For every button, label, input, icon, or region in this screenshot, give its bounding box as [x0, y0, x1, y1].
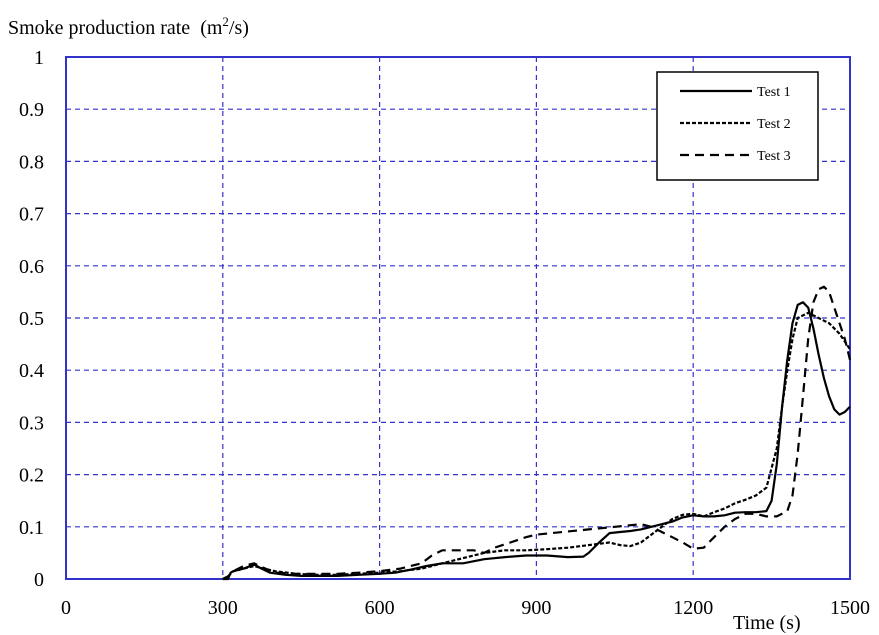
y-tick-label: 0.5: [19, 308, 44, 330]
y-tick-label: 0.3: [19, 412, 44, 434]
y-tick-labels: 0 0.1 0.2 0.3 0.4 0.5 0.6 0.7 0.8 0.9 1: [19, 47, 44, 591]
y-tick-label: 1: [34, 47, 44, 69]
y-axis-unit-close: /s): [229, 17, 249, 39]
x-tick-label: 1500: [830, 597, 870, 619]
series-layer: [222, 285, 852, 581]
series-line-test-1: [222, 301, 851, 581]
y-axis-title: Smoke production rate (m2/s): [8, 14, 249, 39]
y-tick-label: 0.1: [19, 517, 44, 539]
grid: [66, 57, 850, 579]
y-tick-label: 0.7: [19, 204, 44, 226]
legend-box: [656, 71, 819, 181]
x-tick-labels: 0 300 600 900 1200 1500: [61, 597, 870, 619]
y-tick-label: 0.4: [19, 360, 44, 382]
x-tick-label: 300: [208, 597, 238, 619]
x-axis-title: Time (s): [733, 612, 801, 634]
legend-label-test-2: Test 2: [757, 117, 791, 132]
y-axis-title-text: Smoke production rate: [8, 17, 190, 39]
y-axis-unit-open: (m: [200, 17, 223, 39]
legend: Test 1 Test 2 Test 3: [656, 71, 819, 181]
y-tick-label: 0.2: [19, 465, 44, 487]
y-axis-unit-superscript: 2: [222, 14, 229, 29]
x-tick-label: 1200: [673, 597, 713, 619]
y-tick-label: 0.9: [19, 99, 44, 121]
plot-area-frame: [65, 56, 851, 580]
y-tick-label: 0: [34, 569, 44, 591]
legend-label-test-1: Test 1: [757, 85, 791, 100]
y-tick-label: 0.6: [19, 256, 44, 278]
x-tick-label: 600: [365, 597, 395, 619]
legend-label-test-3: Test 3: [757, 149, 791, 164]
y-tick-label: 0.8: [19, 151, 44, 173]
x-tick-label: 0: [61, 597, 71, 619]
x-tick-label: 900: [521, 597, 551, 619]
